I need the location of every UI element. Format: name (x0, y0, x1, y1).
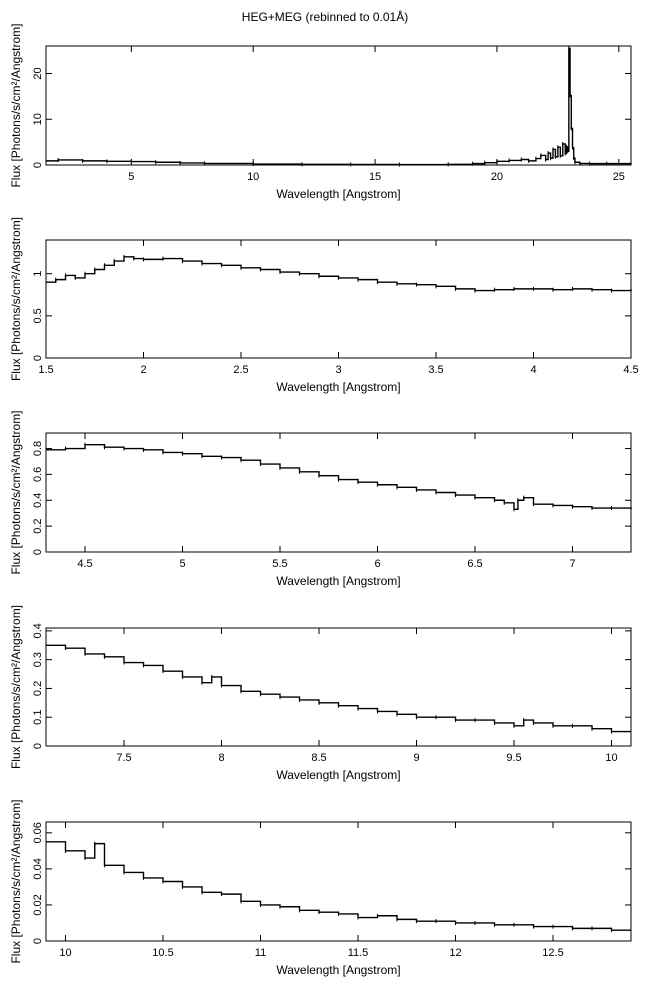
y-tick-label-3-3: 0.3 (32, 652, 44, 667)
y-tick-label-4-1: 0.02 (32, 894, 44, 915)
x-axis-label-0: Wavelength [Angstrom] (276, 187, 400, 201)
y-tick-label-0-2: 20 (32, 67, 44, 79)
x-tick-label-3-0: 7.5 (116, 752, 131, 764)
x-tick-label-2-3: 6 (374, 558, 380, 570)
x-tick-label-4-5: 12.5 (542, 947, 563, 959)
x-axis-label-3: Wavelength [Angstrom] (276, 768, 400, 782)
series-line-3-0 (46, 644, 631, 733)
y-tick-label-2-0: 0 (32, 549, 44, 555)
x-tick-label-0-3: 20 (491, 171, 503, 183)
x-tick-label-2-4: 6.5 (467, 558, 482, 570)
series-line-1-0 (46, 256, 632, 292)
y-tick-label-3-0: 0 (32, 743, 44, 749)
y-tick-label-4-0: 0 (32, 938, 44, 944)
x-tick-label-1-0: 1.5 (38, 364, 53, 376)
x-axis-label-4: Wavelength [Angstrom] (276, 963, 400, 977)
x-tick-label-1-6: 4.5 (623, 364, 638, 376)
plot-frame-4 (45, 821, 632, 942)
y-tick-label-2-2: 0.4 (32, 493, 44, 508)
x-tick-label-1-5: 4 (530, 364, 536, 376)
series-line-0-0 (46, 47, 632, 166)
y-axis-label-4: Flux [Photons/s/cm²/Angstrom] (9, 799, 23, 963)
y-tick-label-1-1: 0.5 (32, 308, 44, 323)
x-tick-label-1-1: 2 (140, 364, 146, 376)
x-tick-label-3-5: 10 (605, 752, 617, 764)
x-tick-label-2-5: 7 (569, 558, 575, 570)
x-axis-label-2: Wavelength [Angstrom] (276, 574, 400, 588)
x-tick-label-0-0: 5 (128, 171, 134, 183)
y-tick-label-0-1: 10 (32, 113, 44, 125)
x-tick-label-0-2: 15 (369, 171, 381, 183)
x-tick-label-0-1: 10 (247, 171, 259, 183)
y-tick-label-2-4: 0.8 (32, 441, 44, 456)
x-tick-label-0-4: 25 (613, 171, 625, 183)
y-tick-label-1-2: 1 (32, 271, 44, 277)
x-axis-label-1: Wavelength [Angstrom] (276, 380, 400, 394)
y-axis-label-0: Flux [Photons/s/cm²/Angstrom] (9, 23, 23, 187)
x-tick-label-1-4: 3.5 (428, 364, 443, 376)
y-axis-label-1: Flux [Photons/s/cm²/Angstrom] (9, 217, 23, 381)
x-tick-label-3-3: 9 (413, 752, 419, 764)
series-line-4-0 (46, 841, 631, 931)
plot-frame-0 (45, 45, 632, 166)
x-tick-label-4-1: 10.5 (152, 947, 173, 959)
plot-frame-2 (45, 432, 632, 553)
x-tick-label-4-4: 12 (449, 947, 461, 959)
x-tick-label-1-2: 2.5 (233, 364, 248, 376)
x-tick-label-2-2: 5.5 (272, 558, 287, 570)
x-tick-label-3-1: 8 (218, 752, 224, 764)
y-tick-label-2-1: 0.2 (32, 518, 44, 533)
x-tick-label-1-3: 3 (335, 364, 341, 376)
x-tick-label-4-0: 10 (59, 947, 71, 959)
y-axis-label-3: Flux [Photons/s/cm²/Angstrom] (9, 605, 23, 769)
x-tick-label-3-4: 9.5 (506, 752, 521, 764)
y-tick-label-3-1: 0.1 (32, 710, 44, 725)
y-tick-label-0-0: 0 (32, 162, 44, 168)
y-tick-label-1-0: 0 (32, 355, 44, 361)
x-tick-label-4-3: 11.5 (348, 947, 369, 959)
y-axis-label-2: Flux [Photons/s/cm²/Angstrom] (9, 410, 23, 574)
x-tick-label-2-1: 5 (179, 558, 185, 570)
plot-frame-3 (45, 627, 632, 747)
figure-title: HEG+MEG (rebinned to 0.01Å) (241, 10, 409, 24)
y-tick-label-4-2: 0.04 (32, 858, 44, 879)
x-tick-label-4-2: 11 (255, 947, 266, 959)
y-tick-label-2-3: 0.6 (32, 467, 44, 482)
y-tick-label-4-3: 0.06 (32, 822, 44, 843)
x-tick-label-3-2: 8.5 (311, 752, 326, 764)
y-tick-label-3-4: 0.4 (32, 623, 44, 638)
y-tick-label-3-2: 0.2 (32, 681, 44, 696)
series-line-2-0 (46, 443, 632, 511)
x-tick-label-2-0: 4.5 (77, 558, 92, 570)
